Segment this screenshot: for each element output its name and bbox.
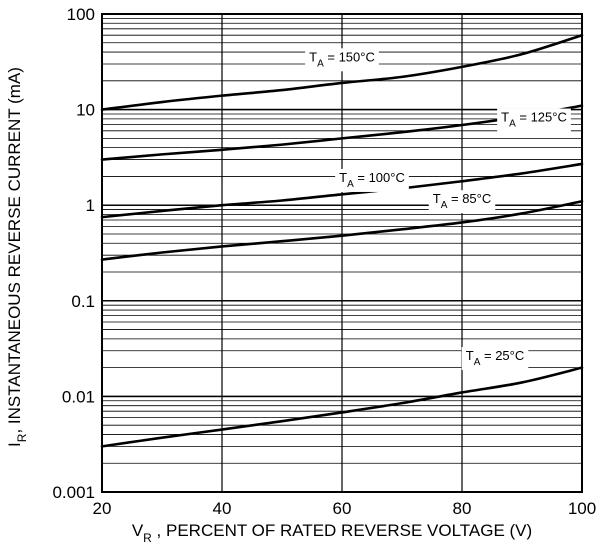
x-tick-label: 40 bbox=[213, 499, 232, 518]
y-tick-label: 0.001 bbox=[52, 483, 95, 502]
series-curve-0 bbox=[100, 33, 584, 111]
x-tick-labels: 20 40 60 80 100 bbox=[93, 499, 597, 518]
x-tick-label: 20 bbox=[93, 499, 112, 518]
series-label-sub: A bbox=[347, 179, 354, 190]
y-tick-label: 0.1 bbox=[71, 292, 95, 311]
series-label-main: T bbox=[309, 49, 317, 64]
y-axis-title-sub: R bbox=[15, 433, 29, 442]
series-curve-4 bbox=[100, 366, 584, 448]
series-label-bg bbox=[497, 108, 571, 132]
series-curve-3 bbox=[100, 199, 584, 261]
x-tick-label: 60 bbox=[333, 499, 352, 518]
x-axis-title-rest: , PERCENT OF RATED REVERSE VOLTAGE (V) bbox=[152, 521, 532, 540]
series-label-main: T bbox=[433, 191, 441, 206]
series-label-bg bbox=[428, 190, 496, 214]
series-label-sub: A bbox=[474, 357, 481, 368]
y-tick-label: 1 bbox=[86, 196, 95, 215]
y-tick-label: 10 bbox=[76, 101, 95, 120]
series-label-sub: A bbox=[317, 58, 324, 69]
x-axis-title-main: V bbox=[132, 521, 144, 540]
series-curve-2 bbox=[100, 162, 584, 219]
series-label-text: TA = 125°C bbox=[501, 110, 567, 130]
series-label-2: TA = 100°C bbox=[335, 168, 409, 192]
series-label-0: TA = 150°C bbox=[305, 48, 379, 72]
series-label-bg bbox=[305, 48, 379, 72]
series-label-rest: = 100°C bbox=[354, 170, 405, 185]
series-label-bg bbox=[335, 168, 409, 192]
series-label-text: TA = 100°C bbox=[339, 170, 405, 190]
y-tick-label: 100 bbox=[67, 5, 95, 24]
series-label-main: T bbox=[466, 348, 474, 363]
plot-frame bbox=[101, 13, 583, 493]
x-tick-label: 100 bbox=[568, 499, 596, 518]
series-label-rest: = 150°C bbox=[324, 49, 375, 64]
series-label-1: TA = 125°C bbox=[497, 108, 571, 132]
series-label-text: TA = 85°C bbox=[433, 191, 492, 211]
series-label-4: TA = 25°C bbox=[461, 347, 529, 371]
series-label-rest: = 125°C bbox=[516, 110, 567, 125]
series-label-3: TA = 85°C bbox=[428, 190, 496, 214]
series-label-main: T bbox=[339, 170, 347, 185]
x-tick-label: 80 bbox=[453, 499, 472, 518]
series-label-main: T bbox=[501, 110, 509, 125]
series-label-rest: = 85°C bbox=[447, 191, 491, 206]
series-label-sub: A bbox=[441, 200, 448, 211]
y-tick-labels: 100 10 1 0.1 0.01 0.001 bbox=[52, 5, 95, 502]
series-label-bg bbox=[461, 347, 529, 371]
series-label-sub: A bbox=[509, 119, 516, 130]
series-labels: TA = 150°CTA = 125°CTA = 100°CTA = 85°CT… bbox=[305, 48, 571, 371]
x-axis-title-sub: R bbox=[143, 531, 152, 545]
series-label-rest: = 25°C bbox=[480, 348, 524, 363]
y-tick-label: 0.01 bbox=[62, 387, 95, 406]
series-label-text: TA = 25°C bbox=[466, 348, 525, 368]
x-axis-title: VR , PERCENT OF RATED REVERSE VOLTAGE (V… bbox=[132, 521, 532, 545]
y-axis-title-main: I bbox=[5, 442, 24, 447]
y-axis-title-rest: , INSTANTANEOUS REVERSE CURRENT (mA) bbox=[5, 67, 24, 433]
series-label-text: TA = 150°C bbox=[309, 49, 375, 69]
y-axis-title: IR, INSTANTANEOUS REVERSE CURRENT (mA) bbox=[5, 67, 29, 447]
grid-lines bbox=[101, 13, 583, 493]
